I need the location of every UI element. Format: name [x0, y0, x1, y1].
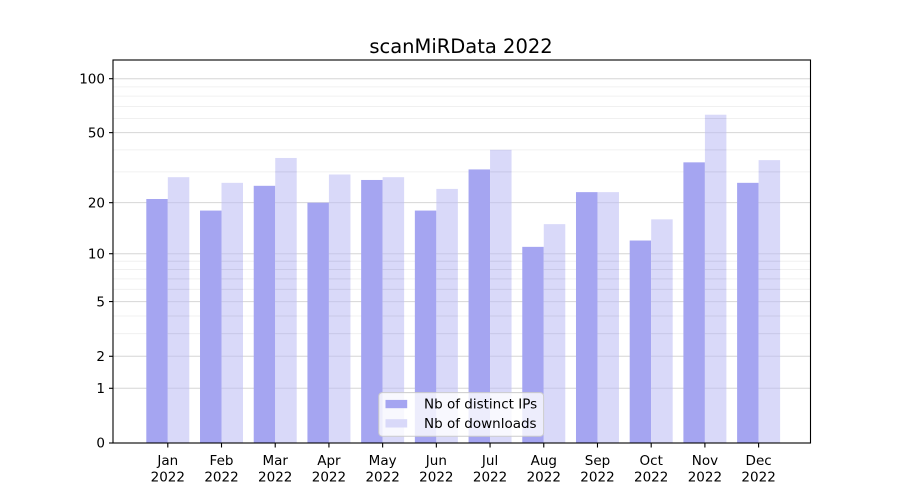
y-tick-label: 10: [88, 246, 105, 262]
bar-distinct-ips: [361, 179, 383, 443]
x-tick-label-year: 2022: [151, 470, 185, 486]
x-tick-label-year: 2022: [688, 470, 722, 486]
x-tick-label-month: Jun: [425, 453, 447, 469]
legend-label: Nb of downloads: [424, 416, 537, 432]
axes-layer: 0125102050100Jan2022Feb2022Mar2022Apr202…: [79, 71, 776, 485]
x-tick-label-month: Oct: [640, 453, 663, 469]
bar-downloads: [328, 174, 351, 443]
bar-distinct-ips: [468, 169, 491, 443]
x-tick-label-year: 2022: [741, 470, 775, 486]
chart-title: scanMiRData 2022: [369, 35, 552, 58]
bar-downloads: [597, 192, 619, 443]
legend-label: Nb of distinct IPs: [424, 397, 537, 413]
bar-distinct-ips: [307, 202, 329, 443]
y-tick-label: 5: [96, 294, 105, 310]
y-tick-label: 0: [96, 436, 105, 452]
y-tick-label: 100: [79, 71, 105, 87]
bar-downloads: [275, 157, 297, 443]
x-tick-label-year: 2022: [365, 470, 399, 486]
legend-box: [378, 392, 545, 437]
y-tick-label: 1: [96, 381, 105, 397]
bar-distinct-ips: [200, 210, 222, 443]
x-tick-label-month: Dec: [746, 453, 772, 469]
x-tick-label-year: 2022: [258, 470, 292, 486]
bar-distinct-ips: [253, 185, 276, 443]
x-tick-label-month: Feb: [210, 453, 234, 469]
x-tick-label-year: 2022: [419, 470, 453, 486]
x-tick-label-month: Nov: [692, 453, 718, 469]
x-tick-label-month: Mar: [262, 453, 288, 469]
legend-swatch: [385, 399, 408, 409]
bar-distinct-ips: [737, 182, 759, 443]
x-tick-label-year: 2022: [634, 470, 668, 486]
bar-distinct-ips: [146, 199, 168, 443]
y-tick-label: 20: [88, 195, 105, 211]
bar-distinct-ips: [414, 210, 437, 443]
bar-downloads: [651, 219, 673, 443]
x-tick-label-year: 2022: [527, 470, 561, 486]
x-tick-label-month: Aug: [531, 453, 557, 469]
x-tick-label-month: Jan: [156, 453, 178, 469]
bar-downloads: [490, 149, 512, 443]
x-tick-label-month: Apr: [317, 453, 341, 469]
legend: Nb of distinct IPs Nb of downloads: [378, 392, 545, 437]
x-tick-label-month: Jul: [481, 453, 498, 469]
y-tick-label: 50: [88, 125, 105, 141]
bar-downloads: [167, 177, 190, 443]
bar-distinct-ips: [683, 162, 705, 444]
bar-downloads: [221, 182, 244, 443]
bar-distinct-ips: [629, 240, 652, 443]
bar-distinct-ips: [575, 192, 598, 443]
x-tick-label-month: May: [369, 453, 397, 469]
x-tick-label-month: Sep: [585, 453, 610, 469]
x-tick-label-year: 2022: [204, 470, 238, 486]
legend-swatch: [385, 419, 408, 428]
x-tick-label-year: 2022: [580, 470, 614, 486]
plot-border: [112, 59, 812, 444]
x-tick-label-year: 2022: [312, 470, 346, 486]
x-tick-label-year: 2022: [473, 470, 507, 486]
y-tick-label: 2: [96, 349, 105, 365]
bar-downloads: [382, 177, 405, 443]
